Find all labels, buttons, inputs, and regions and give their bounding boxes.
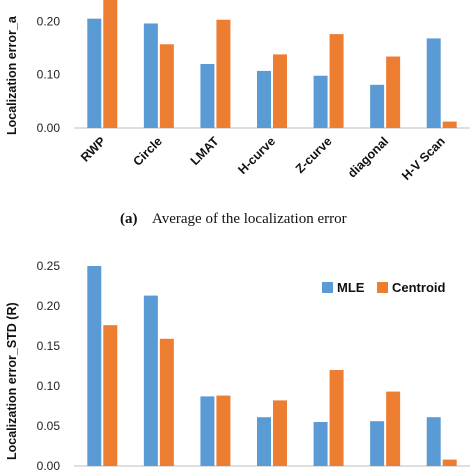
caption: (a) Average of the localization error [120, 211, 347, 227]
bar-series-2 [442, 121, 457, 128]
bar-series-2 [329, 34, 344, 129]
y-tick-label: 0.10 [37, 379, 61, 393]
chart-average-error: Localization error_a 0.00 0.10 0.20 RWP Cir… [5, 0, 470, 183]
x-category-label: diagonal [345, 134, 391, 180]
bar-series-2 [216, 19, 231, 128]
y-axis-label-top: Localization error_a [5, 15, 19, 135]
y-axis-label-bottom: Localization error_STD (R) [5, 302, 19, 460]
bar-series-2 [386, 391, 401, 466]
y-tick-label: 0.00 [37, 459, 61, 473]
legend: MLE Centroid [322, 280, 446, 295]
y-tick-label: 0.15 [37, 339, 61, 353]
legend-swatch-centroid [377, 282, 388, 293]
bar-series-1 [426, 417, 441, 466]
bar-series-2 [159, 338, 174, 466]
bar-series-2 [329, 370, 344, 466]
bar-series-1 [87, 266, 102, 466]
bar-series-2 [273, 400, 287, 466]
y-tick-label: 0.20 [37, 299, 61, 313]
bar-series-1 [87, 18, 102, 129]
bar-series-2 [442, 459, 457, 466]
chart-std-error: Localization error_STD (R) 0.00 0.05 0.10 0… [5, 259, 470, 473]
bar-series-2 [159, 44, 174, 129]
bar-series-1 [313, 75, 328, 128]
bar-series-1 [313, 422, 328, 466]
bar-series-2 [103, 0, 118, 128]
bar-series-1 [143, 295, 158, 466]
x-category-label: RWP [78, 134, 108, 164]
bar-series-1 [200, 64, 215, 128]
bar-series-1 [257, 70, 271, 128]
legend-swatch-mle [322, 282, 333, 293]
x-category-label: Z-curve [293, 134, 335, 176]
x-category-label: Circle [131, 134, 165, 168]
bar-series-1 [370, 421, 385, 466]
y-tick-label: 0.25 [37, 259, 61, 273]
y-tick-label: 0.20 [37, 14, 61, 28]
bar-series-2 [386, 56, 401, 128]
bar-series-1 [370, 84, 385, 128]
bar-series-2 [216, 395, 231, 466]
y-tick-label: 0.10 [37, 68, 61, 82]
bar-series-1 [426, 38, 441, 128]
bar-series-1 [200, 396, 215, 466]
bar-series-1 [143, 23, 158, 128]
bar-series-2 [273, 54, 287, 128]
bar-series-1 [257, 417, 271, 466]
caption-text: Average of the localization error [152, 211, 347, 227]
x-category-label: H-curve [235, 134, 278, 177]
y-tick-label: 0.00 [37, 121, 61, 135]
legend-label-centroid: Centroid [392, 280, 446, 295]
x-category-label: LMAT [188, 134, 222, 168]
x-category-label: H-V Scan [399, 134, 448, 183]
caption-label: (a) [120, 211, 138, 227]
legend-label-mle: MLE [337, 280, 365, 295]
bar-series-2 [103, 325, 118, 466]
y-tick-label: 0.05 [37, 419, 61, 433]
